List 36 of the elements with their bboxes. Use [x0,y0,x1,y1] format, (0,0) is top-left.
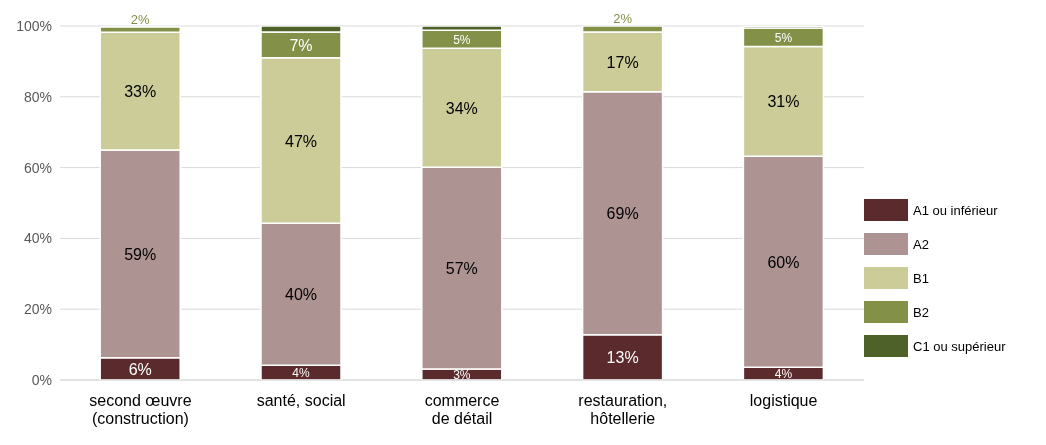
data-label: 59% [124,245,157,263]
x-tick-label: restauration, hôtellerie [578,392,668,427]
data-label: 33% [124,83,157,101]
data-label: 3% [453,368,471,383]
y-tick-label: 40% [23,230,52,247]
data-label: 40% [284,286,318,304]
data-label: 47% [284,132,318,150]
data-label: 17% [606,53,639,71]
data-label: 34% [445,99,478,117]
y-tick-label: 80% [23,88,52,105]
data-label: 4% [292,366,310,381]
data-label: 31% [767,93,800,111]
y-tick-label: 20% [23,301,52,318]
data-label: 57% [445,260,478,278]
legend-label: A2 [913,236,929,252]
data-label: 2% [613,11,633,26]
data-label: 13% [606,349,639,367]
legend-label: B2 [913,304,929,320]
x-tick-label: commerce de détail [424,392,500,427]
data-label: 69% [606,205,639,223]
data-label: 5% [774,30,793,45]
data-label: 7% [289,36,313,54]
y-tick-label: 0% [31,371,52,388]
legend-label: B1 [913,270,929,286]
legend-label: A1 ou inférieur [913,202,998,218]
data-label: 2% [130,12,151,28]
x-tick-label: logistique [749,392,818,409]
data-label: 60% [767,253,800,271]
legend-label: C1 ou supérieur [913,338,1006,354]
data-label: 4% [774,367,793,382]
x-tick-label: second œuvre (construction) [89,392,192,427]
data-label: 5% [453,32,471,47]
y-tick-label: 100% [16,17,52,34]
y-tick-label: 60% [23,159,52,176]
data-label: 6% [128,360,152,378]
x-tick-label: santé, social [256,392,346,409]
